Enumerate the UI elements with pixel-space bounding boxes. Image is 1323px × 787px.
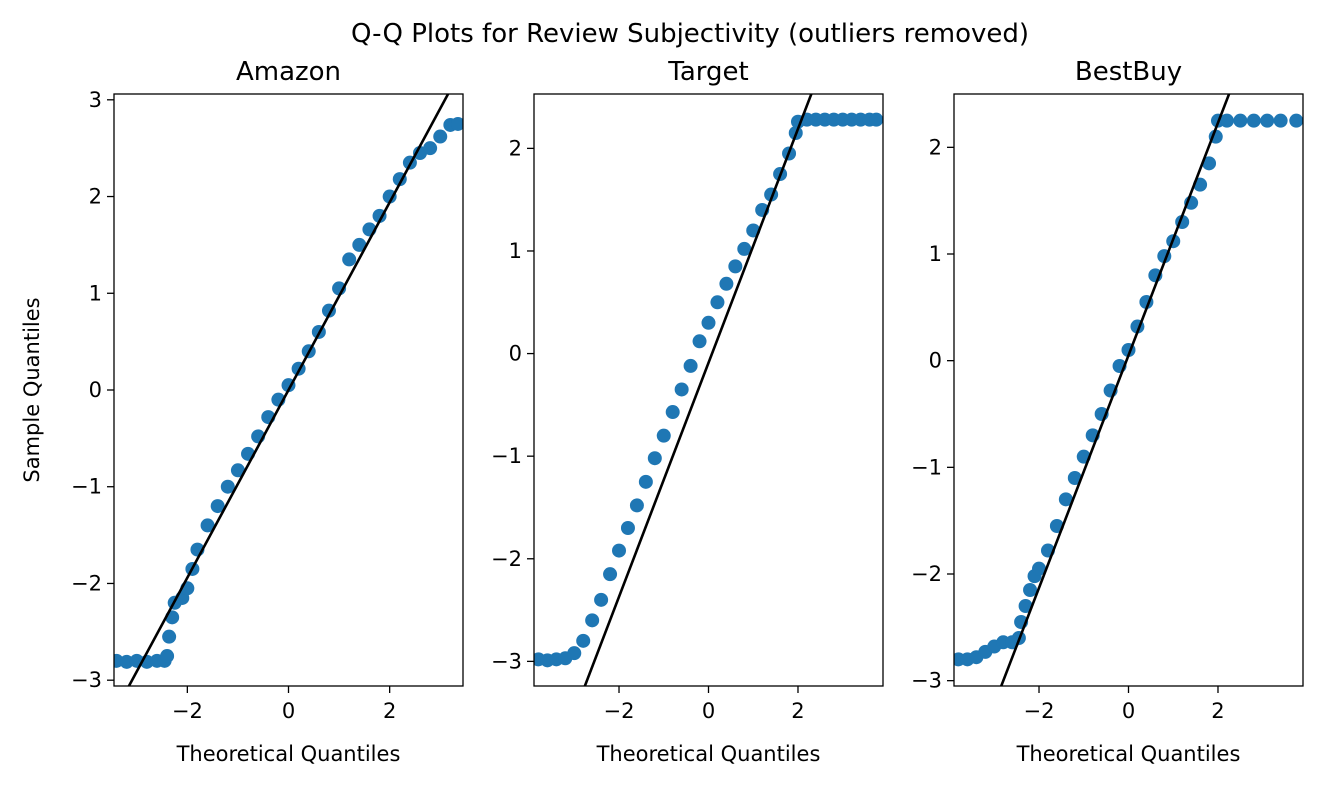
qq-point	[728, 259, 743, 274]
qq-point	[342, 252, 357, 267]
y-axis-label: Sample Quantiles	[20, 297, 44, 482]
x-tick-label: 2	[383, 699, 396, 723]
x-axis-label: Theoretical Quantiles	[1016, 742, 1241, 766]
qq-point	[869, 112, 883, 127]
x-axis-label: Theoretical Quantiles	[596, 742, 821, 766]
y-tick-label: −2	[491, 547, 522, 571]
qq-panel: Amazon −2 0 2 −3 −2 −1 0 1 2 3 Theoretical Quantile…	[71, 57, 464, 766]
qq-point	[567, 646, 582, 661]
x-tick-label: −2	[604, 699, 635, 723]
qq-point	[629, 498, 644, 513]
x-tick-label: 0	[702, 699, 715, 723]
axes-frame	[533, 93, 884, 687]
panel-title: Target	[667, 57, 748, 87]
qq-point	[1018, 599, 1033, 613]
qq-point	[656, 428, 671, 443]
qq-point	[160, 649, 175, 664]
y-tick-label: −2	[911, 562, 942, 586]
qq-point	[1202, 156, 1217, 171]
qq-point	[719, 276, 734, 291]
qq-point	[674, 382, 689, 397]
qq-point	[1260, 113, 1275, 128]
qq-point	[576, 633, 591, 648]
qq-point	[620, 520, 635, 535]
y-tick-label: 0	[89, 378, 102, 402]
qq-points	[954, 113, 1303, 667]
qq-point	[737, 241, 752, 256]
x-tick-label: −2	[172, 699, 203, 723]
qq-point	[433, 129, 448, 144]
qq-point	[710, 295, 725, 310]
axes-frame	[953, 93, 1304, 687]
panel-title: Amazon	[236, 57, 341, 87]
qq-point	[647, 451, 662, 466]
y-tick-label: 2	[509, 136, 522, 160]
qq-panel: BestBuy −2 0 2 −3 −2 −1 0 1 2 Theoretical Quantile…	[911, 57, 1304, 766]
qq-point	[683, 358, 698, 373]
qq-point	[1273, 113, 1288, 128]
y-tick-label: −1	[71, 475, 102, 499]
x-tick-label: 0	[282, 699, 295, 723]
qq-point	[638, 474, 653, 489]
qq-panel: Target −2 0 2 −3 −2 −1 0 1 2 Theoretical Quantiles	[491, 57, 884, 766]
x-tick-label: 2	[791, 699, 804, 723]
qq-point	[450, 116, 463, 131]
qq-points	[534, 112, 883, 668]
qq-point	[1023, 583, 1038, 597]
y-tick-label: 1	[509, 239, 522, 263]
qq-point	[701, 315, 716, 330]
qq-point	[692, 334, 707, 349]
panels: Amazon −2 0 2 −3 −2 −1 0 1 2 3 Theoretical Quantile…	[71, 57, 1304, 766]
qq-point	[585, 613, 600, 628]
qq-point	[382, 189, 397, 204]
qq-point	[352, 237, 367, 252]
y-tick-label: −3	[911, 669, 942, 693]
y-tick-label: −2	[71, 571, 102, 595]
y-tick-label: −3	[491, 649, 522, 673]
qq-point	[594, 592, 609, 607]
qq-point	[230, 463, 245, 478]
qq-point	[1032, 561, 1047, 576]
x-tick-label: 2	[1211, 699, 1224, 723]
qq-point	[665, 405, 680, 420]
qq-point	[1067, 471, 1082, 485]
x-tick-label: −2	[1024, 699, 1055, 723]
qq-point	[119, 654, 134, 669]
qq-point	[612, 543, 627, 558]
qq-point	[1289, 113, 1303, 128]
x-tick-label: 0	[1122, 699, 1135, 723]
y-tick-label: 0	[929, 349, 942, 373]
qq-point	[1058, 492, 1073, 507]
qq-point	[1233, 113, 1248, 128]
y-tick-label: 2	[929, 135, 942, 159]
y-tick-label: 0	[509, 342, 522, 366]
qq-point	[423, 141, 438, 156]
panel-title: BestBuy	[1075, 57, 1182, 87]
qq-point	[220, 479, 235, 494]
x-axis-label: Theoretical Quantiles	[176, 742, 401, 766]
y-tick-label: 3	[89, 88, 102, 112]
y-tick-label: 2	[89, 185, 102, 209]
qq-point	[1246, 113, 1261, 128]
y-tick-label: 1	[929, 242, 942, 266]
qq-point	[162, 629, 177, 644]
y-tick-label: −3	[71, 668, 102, 692]
qq-point	[1219, 113, 1234, 128]
y-tick-label: −1	[911, 455, 942, 479]
reference-line	[127, 94, 450, 686]
qq-point	[200, 518, 215, 533]
y-tick-label: 1	[89, 281, 102, 305]
figure-title: Q-Q Plots for Review Subjectivity (outli…	[351, 19, 1029, 49]
qq-point	[210, 499, 225, 514]
y-tick-label: −1	[491, 444, 522, 468]
reference-line	[583, 94, 813, 686]
qq-point	[603, 567, 618, 582]
reference-line	[999, 94, 1231, 686]
